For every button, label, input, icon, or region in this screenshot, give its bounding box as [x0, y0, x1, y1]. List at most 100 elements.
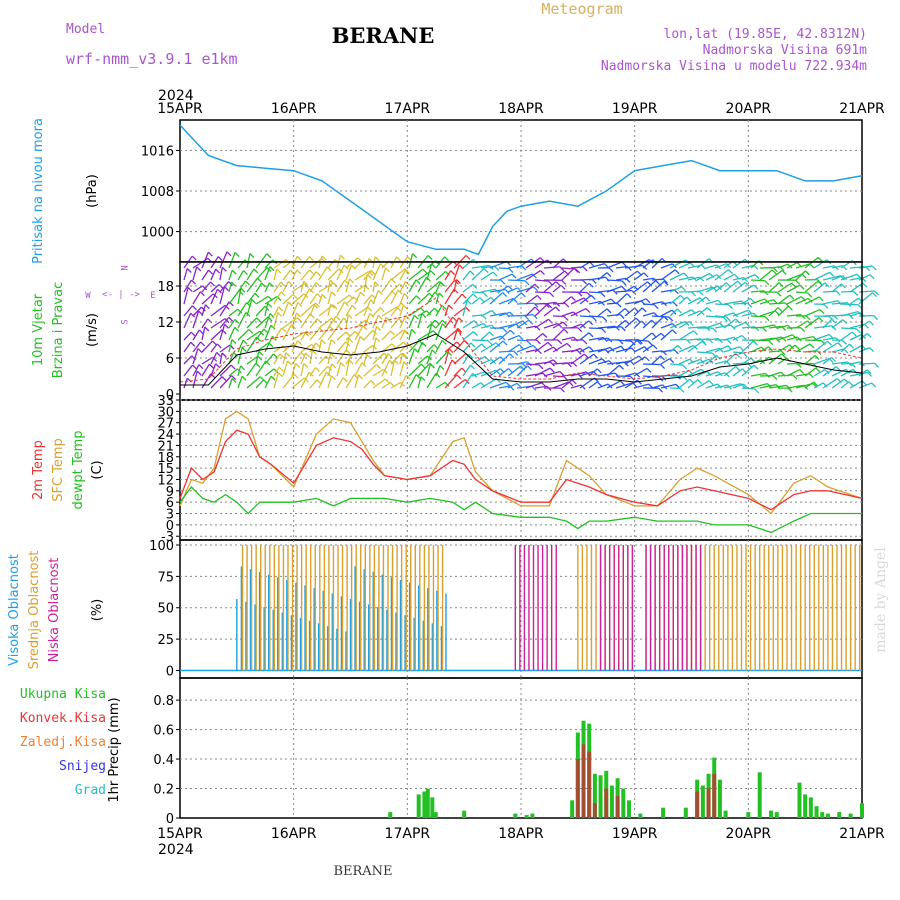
wind-barb-feather — [722, 316, 728, 322]
wind-barb-feather — [212, 293, 218, 299]
wind-barb — [327, 259, 336, 269]
wind-barb — [345, 330, 356, 341]
wind-barb — [831, 348, 845, 353]
wind-barb-feather — [234, 326, 240, 332]
time-label-top: 18APR — [498, 101, 544, 117]
wind-barb — [552, 381, 570, 389]
precip-legend-item: Zaledj.Kisa — [20, 735, 106, 750]
wind-barb-feather — [329, 325, 335, 331]
wind-barb-feather — [689, 378, 695, 384]
wind-barb — [705, 285, 718, 293]
wind-barb — [435, 323, 444, 341]
wind-barb — [804, 317, 820, 329]
wind-barb-feather — [778, 282, 784, 288]
wind-barb-feather — [837, 342, 843, 348]
wind-barb — [210, 329, 223, 341]
wind-barb-feather — [412, 253, 418, 259]
wind-barb-feather — [559, 266, 565, 272]
wind-barb-feather — [461, 293, 467, 299]
wind-barb-feather — [415, 279, 421, 285]
wind-barb-feather — [434, 319, 440, 325]
wind-barb-feather — [385, 316, 391, 322]
wind-barb — [318, 355, 327, 365]
wind-barb — [615, 382, 633, 389]
wind-barb — [606, 380, 621, 389]
wind-barb-feather — [253, 268, 259, 274]
wind-barb — [363, 299, 372, 317]
wind-barb-feather — [867, 371, 873, 377]
wind-barb-feather — [725, 282, 731, 288]
wind-barb — [336, 331, 347, 341]
wind-barb — [327, 325, 339, 341]
wind-barb-feather — [536, 294, 542, 300]
wind-barb — [399, 269, 406, 281]
precip-legend-item: Grad — [75, 783, 106, 798]
wind-barb-feather — [699, 310, 705, 316]
wind-barb-feather — [781, 353, 787, 359]
wind-barb-feather — [190, 331, 196, 337]
wind-barb — [570, 307, 587, 317]
wind-barb — [795, 263, 811, 269]
wind-barb — [660, 329, 673, 341]
wind-barb-feather — [842, 319, 848, 325]
wind-barb — [507, 365, 522, 377]
wind-barb — [327, 315, 337, 329]
wind-barb-feather — [345, 331, 351, 337]
wind-barb — [381, 330, 392, 341]
wind-barb — [345, 278, 351, 293]
y-tick-label: 50 — [157, 602, 174, 617]
wind-barb — [633, 259, 650, 269]
wind-barb — [525, 269, 541, 281]
wind-barb — [552, 328, 565, 341]
wind-barb — [399, 293, 405, 305]
wind-gust-line — [179, 297, 863, 383]
y-tick-label: 6 — [166, 352, 174, 367]
wind-barb — [714, 282, 727, 293]
wind-barb — [678, 309, 692, 317]
wind-barb-feather — [466, 299, 472, 305]
wind-barb-feather — [263, 328, 269, 334]
wind-barb-feather — [306, 330, 312, 336]
precip-bar-total — [530, 813, 535, 818]
wind-barb-feather — [243, 270, 248, 276]
wind-barb-feather — [507, 285, 513, 291]
wind-barb — [444, 329, 458, 341]
wind-barb — [777, 305, 789, 317]
wind-barb — [309, 327, 321, 341]
wind-barb-feather — [473, 320, 479, 326]
wind-barb-feather — [692, 345, 698, 350]
wind-barb — [183, 312, 192, 329]
wind-barb-feather — [374, 256, 380, 262]
wind-barb-feather — [787, 387, 793, 393]
precip-bar-total — [416, 794, 421, 818]
wind-barb — [588, 315, 603, 318]
wind-barb — [309, 379, 318, 389]
wind-barb-feather — [588, 282, 594, 288]
wind-barb-feather — [768, 340, 774, 346]
wind-barb — [696, 258, 710, 269]
year-top: 2024 — [158, 88, 194, 104]
wind-barb-feather — [742, 383, 748, 389]
wind-barb — [705, 299, 719, 305]
wind-barb — [822, 337, 836, 341]
wind-barb — [318, 317, 333, 329]
wind-barb-feather — [841, 339, 847, 345]
wind-barb — [363, 274, 368, 293]
wind-barb-feather — [612, 289, 618, 295]
wind-barb-feather — [673, 349, 679, 355]
precip-bar-total — [609, 785, 614, 818]
wind-barb — [264, 368, 275, 377]
wind-barb-feather — [320, 339, 326, 345]
wind-barb-feather — [817, 256, 823, 262]
wind-barb — [849, 282, 864, 293]
wind-barb — [462, 342, 472, 353]
wind-barb — [354, 306, 369, 317]
wind-barb — [525, 294, 538, 305]
wind-barb — [813, 282, 826, 293]
wind-barb — [336, 264, 345, 281]
wind-barb — [336, 294, 350, 305]
wind-barb-feather — [405, 374, 411, 380]
wind-barb — [192, 310, 200, 329]
wind-barb — [273, 259, 287, 269]
wind-barb-feather — [626, 293, 632, 299]
